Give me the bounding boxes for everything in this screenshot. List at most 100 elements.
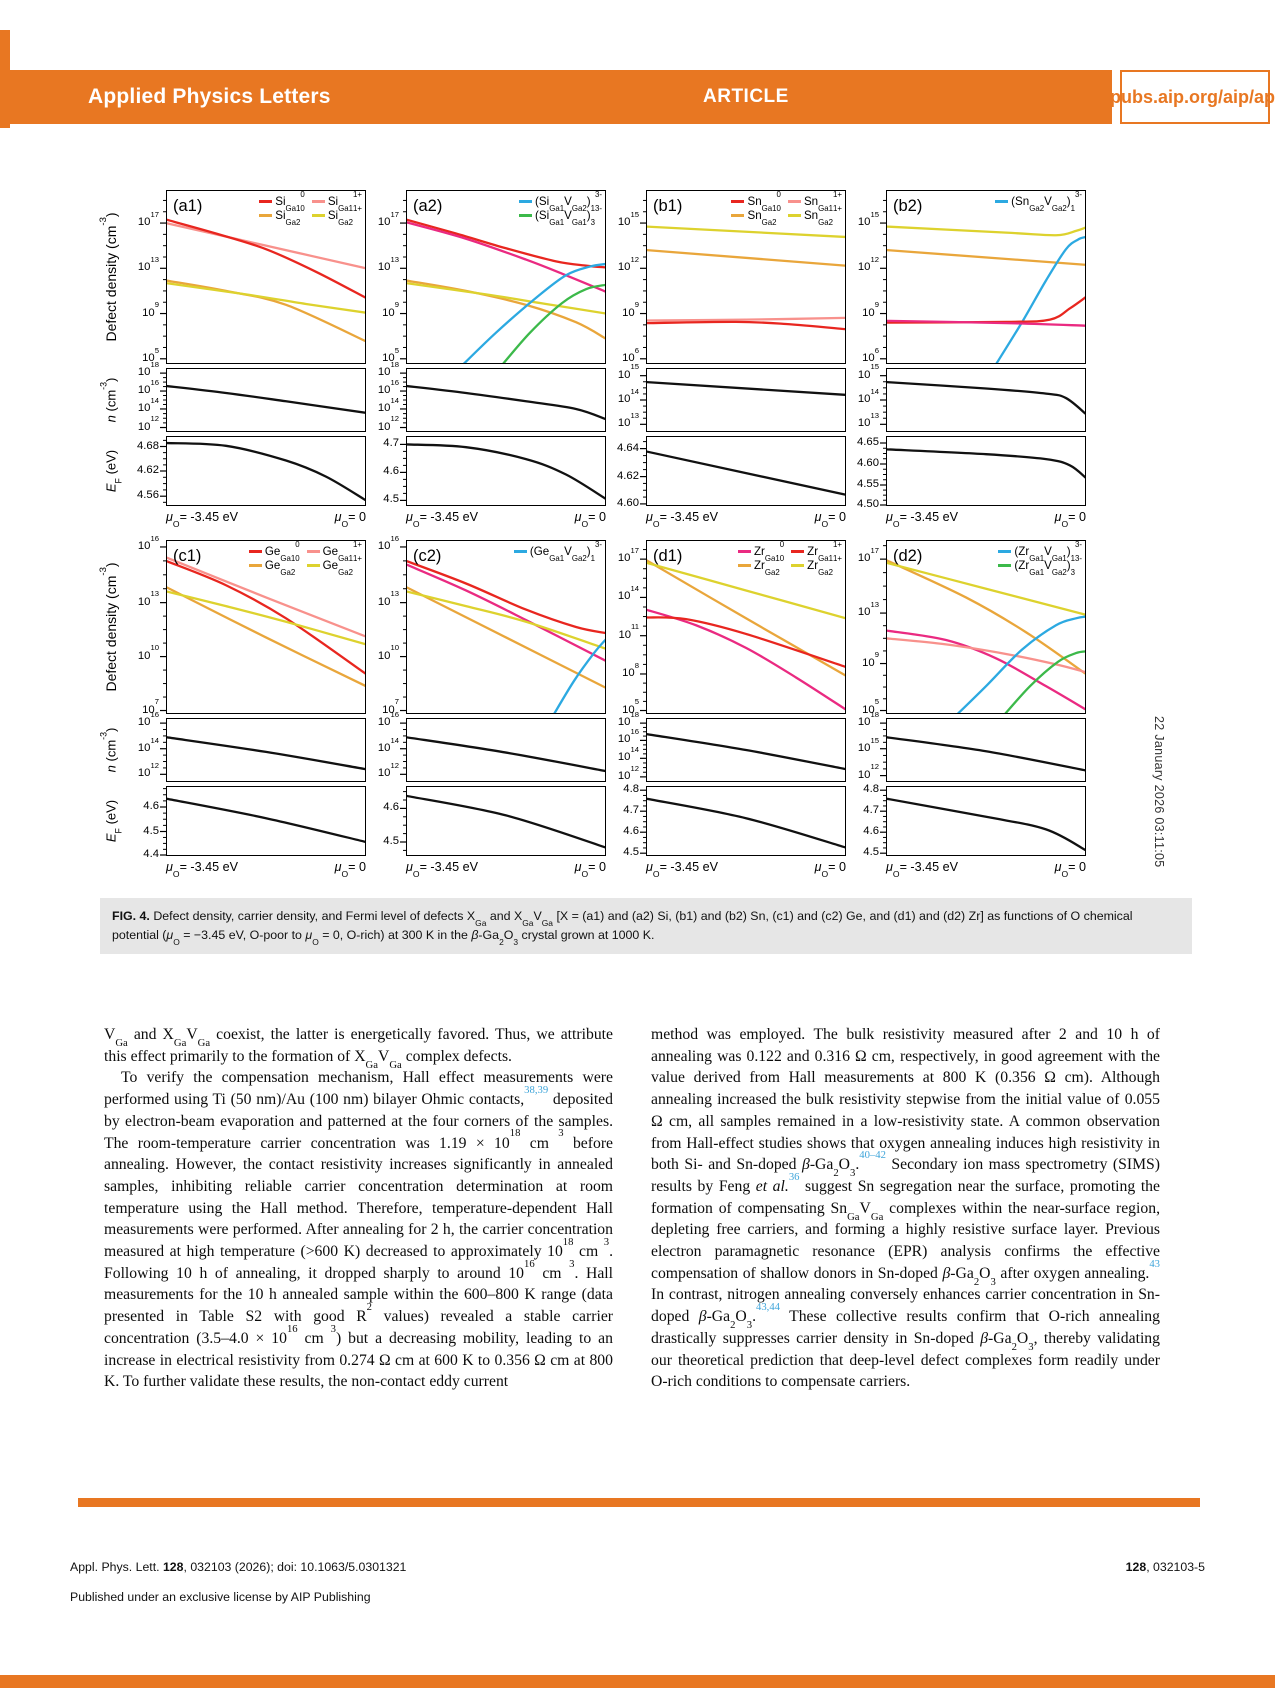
journal-url-link[interactable]: pubs.aip.org/aip/apl bbox=[1110, 86, 1275, 107]
legend-color-dash bbox=[259, 214, 273, 217]
legend-entry: SnGa20 bbox=[731, 204, 781, 226]
legend-entry: ZrGa21+ bbox=[791, 554, 842, 576]
x-label-o-rich: μO= 0 bbox=[574, 510, 606, 529]
y-tick-label: 4.60 bbox=[857, 457, 879, 469]
legend-label: GeGa11+ bbox=[322, 539, 362, 563]
x-label-o-rich: μO= 0 bbox=[814, 510, 846, 529]
paragraph: method was employed. The bulk resistivit… bbox=[651, 1026, 1160, 1391]
legend-d2: (ZrGa1VGa1)13- (ZrGa1VGa2)33- bbox=[998, 540, 1082, 576]
legend-entry: GeGa10 bbox=[248, 539, 300, 563]
legend-entry: GeGa20 bbox=[248, 554, 300, 576]
figure-4: Defect density (cm-3) n (cm-3) EF (eV) 1017… bbox=[96, 190, 1086, 890]
download-datestamp: 22 January 2026 03:11:05 bbox=[1152, 716, 1166, 868]
legend-color-dash bbox=[519, 200, 533, 203]
panel-group-c1: 1016 1013 1010 107 (c1) GeGa10 GeGa11+ GeGa20 Ge… bbox=[126, 534, 366, 880]
legend-color-dash bbox=[306, 550, 320, 553]
panel-a1-ef-plot: 4.68 4.62 4.56 bbox=[126, 436, 366, 506]
panel-group-d1: 1017 1014 1011 108 105 (d1) ZrGa10 ZrGa11+ ZrGa2… bbox=[606, 540, 846, 880]
x-axis-labels: μO= -3.45 eV μO= 0 bbox=[126, 860, 366, 880]
x-label-o-poor: μO= -3.45 eV bbox=[166, 860, 239, 879]
figure-caption-label: FIG. 4. bbox=[112, 909, 150, 923]
y-tick-label: 1013 bbox=[377, 589, 399, 608]
footer-rule bbox=[78, 1498, 1200, 1507]
panel-label-a2: (a2) bbox=[413, 197, 443, 215]
y-tick-label: 1012 bbox=[617, 763, 639, 782]
legend-entry: GeGa21+ bbox=[306, 554, 362, 576]
y-tick-label: 4.4 bbox=[143, 848, 159, 861]
y-tick-label: 4.5 bbox=[623, 846, 639, 859]
panel-group-b2: 1015 1012 109 106 (b2) (SnGa2VGa2)13- 1015 1014… bbox=[846, 190, 1086, 530]
legend-a1: SiGa10 SiGa11+ SiGa20 SiGa21+ bbox=[259, 190, 362, 227]
x-label-o-poor: μO= -3.45 eV bbox=[886, 510, 959, 529]
y-tick-label: 109 bbox=[622, 300, 639, 319]
panel-d1-defect-plot: 1017 1014 1011 108 105 (d1) ZrGa10 ZrGa11+ ZrGa2… bbox=[606, 540, 846, 715]
panel-a2-n-plot: 1018 1016 1014 1012 bbox=[366, 361, 606, 433]
legend-color-dash bbox=[998, 550, 1012, 553]
panel-c2-defect-plot: 1016 1013 1010 107 (c2) (GeGa1VGa2)13- bbox=[366, 534, 606, 716]
y-tick-label: 105 bbox=[862, 697, 879, 716]
y-tick-label: 1014 bbox=[377, 735, 399, 754]
y-tick-label: 4.55 bbox=[857, 478, 879, 490]
legend-entry: ZrGa20 bbox=[737, 554, 784, 576]
legend-d1: ZrGa10 ZrGa11+ ZrGa20 ZrGa21+ bbox=[737, 540, 842, 576]
axis-title: Defect density (cm-3) bbox=[98, 562, 119, 692]
panel-d1-ef-plot: 4.8 4.7 4.6 4.5 bbox=[606, 783, 846, 859]
x-axis-labels: μO= -3.45 eV μO= 0 bbox=[606, 510, 846, 530]
axis-title: EF (eV) bbox=[103, 449, 124, 493]
legend-color-dash bbox=[259, 200, 273, 203]
panel-b2-ef-plot: 4.65 4.60 4.55 4.50 bbox=[846, 436, 1086, 510]
y-tick-label: 4.7 bbox=[623, 804, 639, 817]
x-axis-labels: μO= -3.45 eV μO= 0 bbox=[846, 860, 1086, 880]
y-tick-label: 1017 bbox=[137, 209, 159, 229]
panel-label-c2: (c2) bbox=[413, 547, 442, 565]
y-tick-label: 1015 bbox=[857, 209, 879, 229]
y-tick-label: 1012 bbox=[137, 414, 159, 433]
bottom-band bbox=[0, 1675, 1275, 1688]
y-tick-label: 1015 bbox=[857, 735, 879, 754]
panel-d2-defect-plot: 1017 1013 109 105 (d2) (ZrGa1VGa1)13- (ZrGa1VG… bbox=[846, 540, 1086, 716]
y-tick-label: 1014 bbox=[137, 735, 159, 754]
axis-title-column: Defect density (cm-3) n (cm-3) EF (eV) bbox=[96, 190, 126, 530]
x-label-o-poor: μO= -3.45 eV bbox=[406, 510, 479, 529]
article-type-label: ARTICLE bbox=[703, 86, 789, 107]
panel-group-b1: 1015 1012 109 106 (b1) SnGa10 SnGa11+ SnGa20 SnG… bbox=[606, 190, 846, 530]
panel-group-a1: 1017 1013 109 105 (a1) SiGa10 SiGa11+ SiGa20 SiG… bbox=[126, 190, 366, 530]
legend-b1: SnGa10 SnGa11+ SnGa20 SnGa21+ bbox=[731, 190, 842, 226]
legend-color-dash bbox=[248, 550, 262, 553]
legend-label: GeGa10 bbox=[264, 539, 300, 563]
legend-label: SiGa20 bbox=[275, 203, 305, 227]
legend-color-dash bbox=[998, 564, 1012, 567]
legend-color-dash bbox=[731, 214, 745, 217]
legend-c2: (GeGa1VGa2)13- bbox=[513, 540, 602, 562]
panel-a1-n-plot: 1018 1016 1014 1012 bbox=[126, 361, 366, 433]
legend-color-dash bbox=[311, 200, 325, 203]
y-tick-label: 4.6 bbox=[863, 825, 879, 838]
y-tick-label: 1015 bbox=[857, 362, 879, 381]
panel-a2-ef-plot: 4.7 4.6 4.5 bbox=[366, 436, 606, 506]
y-tick-label: 1016 bbox=[137, 709, 159, 729]
y-tick-label: 1018 bbox=[857, 709, 879, 729]
x-axis-labels: μO= -3.45 eV μO= 0 bbox=[366, 860, 606, 880]
y-tick-label: 1014 bbox=[617, 745, 639, 764]
legend-color-dash bbox=[791, 564, 805, 567]
x-label-o-rich: μO= 0 bbox=[574, 860, 606, 879]
y-tick-label: 1012 bbox=[137, 761, 159, 780]
panel-c2-n-plot: 1016 1014 1012 bbox=[366, 711, 606, 782]
x-label-o-poor: μO= -3.45 eV bbox=[646, 860, 719, 879]
y-tick-label: 1012 bbox=[857, 255, 879, 274]
y-tick-label: 107 bbox=[382, 697, 399, 716]
license-line: Published under an exclusive license by … bbox=[70, 1590, 371, 1604]
axis-title-column: Defect density (cm-3) n (cm-3) EF (eV) bbox=[96, 540, 126, 880]
y-tick-label: 4.5 bbox=[383, 493, 399, 506]
y-tick-label: 1012 bbox=[377, 414, 399, 433]
legend-color-dash bbox=[731, 200, 745, 203]
y-tick-label: 4.5 bbox=[143, 824, 159, 837]
legend-entry: (SiGa1VGa2)13- bbox=[519, 190, 602, 212]
legend-color-dash bbox=[787, 214, 801, 217]
body-column-right: method was employed. The bulk resistivit… bbox=[651, 1024, 1160, 1393]
legend-label: (SnGa2VGa2)13- bbox=[1011, 189, 1082, 213]
y-tick-label: 105 bbox=[382, 345, 399, 364]
y-tick-label: 109 bbox=[862, 650, 879, 669]
y-tick-label: 4.56 bbox=[137, 489, 159, 502]
